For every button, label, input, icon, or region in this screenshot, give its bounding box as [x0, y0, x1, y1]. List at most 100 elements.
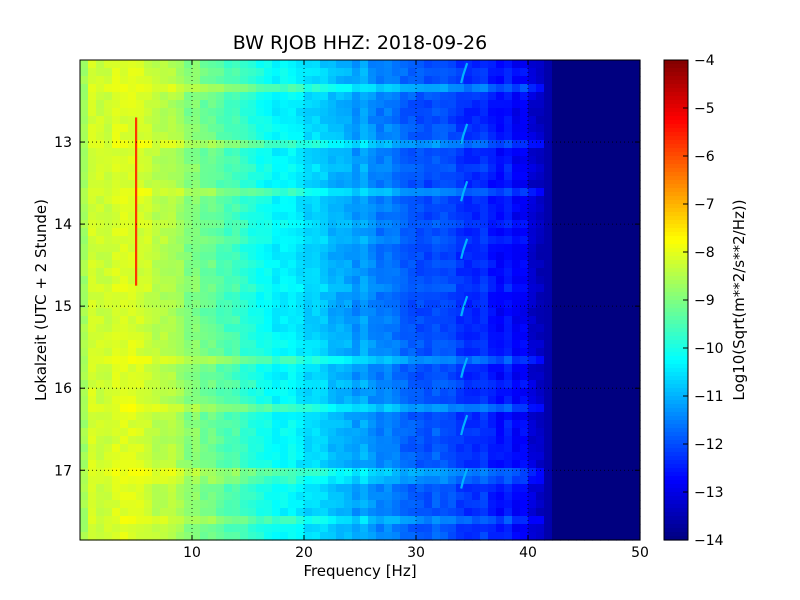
colorbar-segment — [664, 76, 688, 81]
heatmap-cell — [608, 60, 617, 69]
heatmap-cell — [240, 204, 249, 213]
heatmap-cell — [208, 412, 217, 421]
heatmap-cell — [408, 132, 417, 141]
heatmap-cell — [448, 260, 457, 269]
heatmap-cell — [144, 508, 153, 517]
heatmap-cell — [272, 84, 281, 93]
heatmap-cell — [368, 476, 377, 485]
heatmap-cell — [120, 484, 129, 493]
heatmap-cell — [152, 180, 161, 189]
heatmap-cell — [80, 252, 89, 261]
heatmap-cell — [96, 388, 105, 397]
heatmap-cell — [552, 340, 561, 349]
heatmap-cell — [424, 500, 433, 509]
heatmap-cell — [136, 180, 145, 189]
heatmap-cell — [384, 348, 393, 357]
heatmap-cell — [440, 356, 449, 365]
heatmap-cell — [168, 100, 177, 109]
heatmap-cell — [288, 308, 297, 317]
heatmap-cell — [624, 500, 633, 509]
heatmap-cell — [208, 484, 217, 493]
heatmap-cell — [256, 196, 265, 205]
heatmap-cell — [160, 116, 169, 125]
heatmap-cell — [168, 132, 177, 141]
heatmap-cell — [512, 356, 521, 365]
heatmap-cell — [624, 324, 633, 333]
heatmap-cell — [152, 324, 161, 333]
heatmap-cell — [504, 516, 513, 525]
heatmap-cell — [384, 484, 393, 493]
heatmap-cell — [264, 292, 273, 301]
heatmap-cell — [352, 316, 361, 325]
heatmap-cell — [80, 100, 89, 109]
heatmap-cell — [488, 156, 497, 165]
heatmap-cell — [264, 236, 273, 245]
heatmap-cell — [352, 452, 361, 461]
heatmap-cell — [248, 436, 257, 445]
heatmap-cell — [536, 404, 545, 413]
heatmap-cell — [272, 244, 281, 253]
heatmap-cell — [280, 284, 289, 293]
heatmap-cell — [552, 468, 561, 477]
heatmap-cell — [176, 508, 185, 517]
colorbar-tick-label: −9 — [694, 293, 715, 309]
heatmap-cell — [344, 108, 353, 117]
heatmap-cell — [288, 164, 297, 173]
heatmap-cell — [136, 292, 145, 301]
heatmap-cell — [512, 268, 521, 277]
heatmap-cell — [568, 300, 577, 309]
heatmap-cell — [608, 516, 617, 525]
heatmap-cell — [576, 244, 585, 253]
heatmap-cell — [88, 420, 97, 429]
heatmap-cell — [544, 84, 553, 93]
heatmap-cell — [624, 252, 633, 261]
heatmap-cell — [512, 244, 521, 253]
heatmap-cell — [336, 420, 345, 429]
heatmap-cell — [336, 468, 345, 477]
heatmap-cell — [488, 148, 497, 157]
heatmap-cell — [512, 116, 521, 125]
heatmap-cell — [496, 396, 505, 405]
heatmap-cell — [576, 404, 585, 413]
heatmap-cell — [544, 468, 553, 477]
heatmap-cell — [504, 244, 513, 253]
heatmap-cell — [176, 196, 185, 205]
colorbar-segment — [664, 368, 688, 373]
heatmap-cell — [192, 452, 201, 461]
heatmap-cell — [128, 228, 137, 237]
heatmap-cell — [384, 428, 393, 437]
heatmap-cell — [576, 324, 585, 333]
heatmap-cell — [544, 500, 553, 509]
heatmap-cell — [112, 476, 121, 485]
heatmap-cell — [616, 236, 625, 245]
heatmap-cell — [560, 308, 569, 317]
heatmap-cell — [472, 252, 481, 261]
heatmap-cell — [168, 148, 177, 157]
heatmap-cell — [224, 276, 233, 285]
heatmap-cell — [576, 476, 585, 485]
colorbar-segment — [664, 312, 688, 317]
heatmap-cell — [160, 228, 169, 237]
heatmap-cell — [544, 164, 553, 173]
heatmap-cell — [424, 316, 433, 325]
heatmap-cell — [216, 236, 225, 245]
heatmap-cell — [280, 532, 289, 541]
heatmap-cell — [400, 228, 409, 237]
heatmap-cell — [216, 132, 225, 141]
heatmap-cell — [568, 244, 577, 253]
heatmap-cell — [208, 332, 217, 341]
heatmap-cell — [480, 60, 489, 69]
heatmap-cell — [328, 364, 337, 373]
heatmap-cell — [216, 492, 225, 501]
heatmap-cell — [368, 356, 377, 365]
heatmap-cell — [288, 324, 297, 333]
heatmap-cell — [280, 236, 289, 245]
heatmap-cell — [264, 332, 273, 341]
heatmap-cell — [272, 524, 281, 533]
heatmap-cell — [568, 172, 577, 181]
heatmap-cell — [440, 84, 449, 93]
heatmap-cell — [208, 116, 217, 125]
heatmap-cell — [528, 68, 537, 77]
heatmap-cell — [456, 444, 465, 453]
heatmap-cell — [472, 116, 481, 125]
